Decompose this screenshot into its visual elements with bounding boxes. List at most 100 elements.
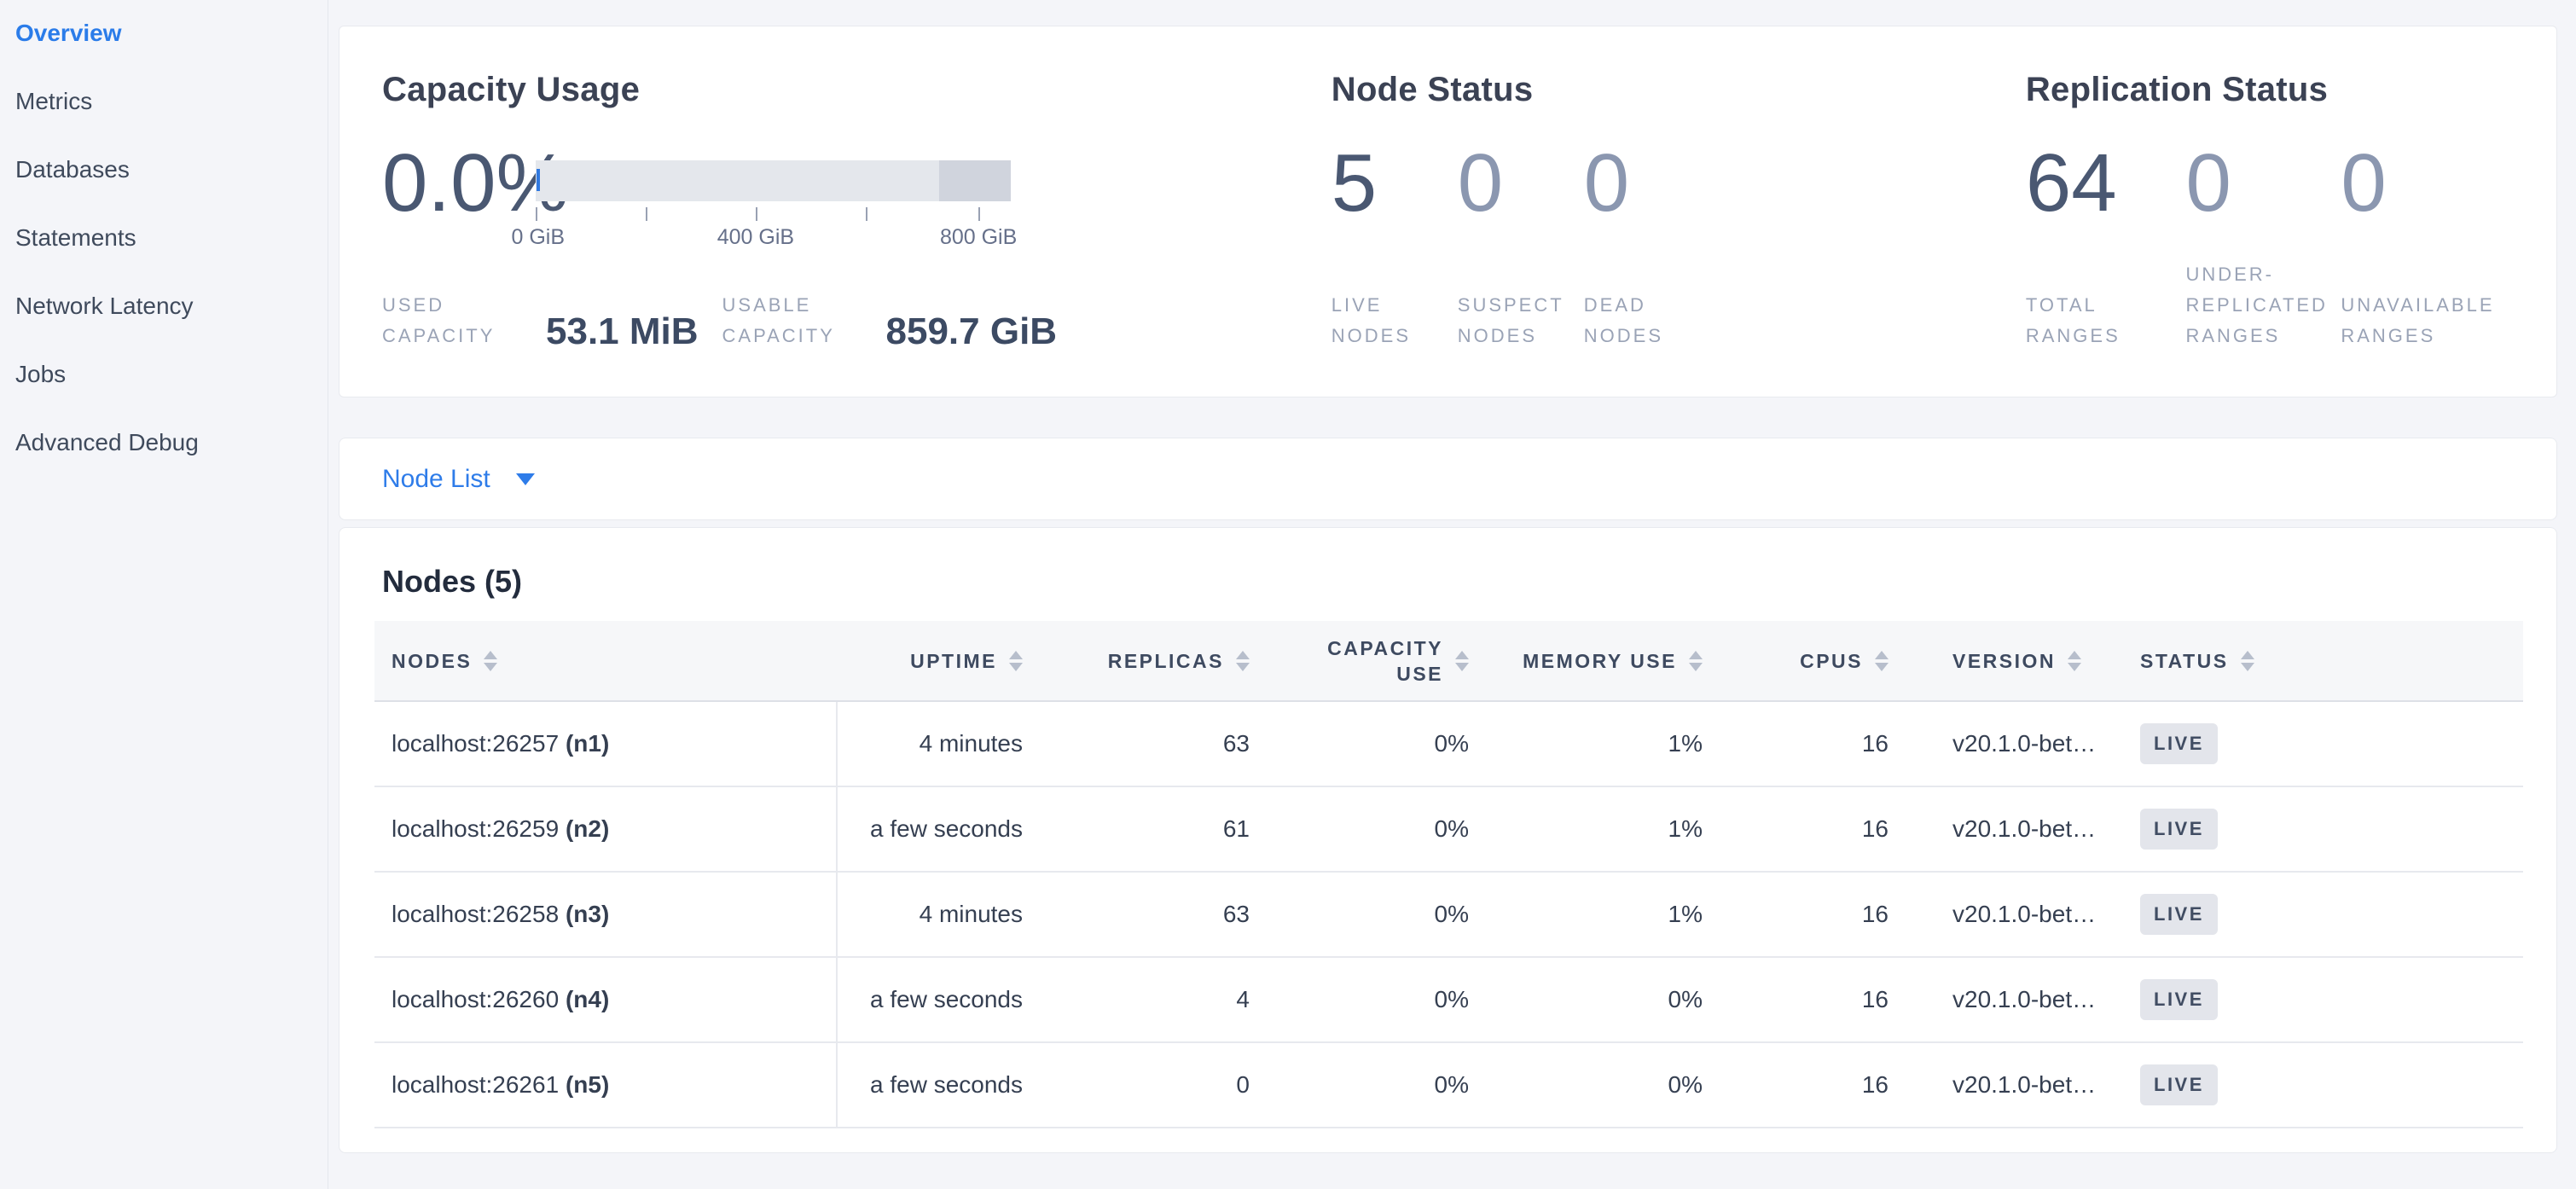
node-replicas: 4 bbox=[1040, 957, 1267, 1043]
node-version: v20.1.0-bet… bbox=[1906, 701, 2108, 787]
node-capacity-use: 0% bbox=[1267, 957, 1486, 1043]
replication-status-panel: Replication Status 64 TOTAL RANGES 0 UND… bbox=[2026, 69, 2514, 397]
sidebar: Overview Metrics Databases Statements Ne… bbox=[0, 0, 328, 1189]
live-nodes-stat: 5 LIVE NODES bbox=[1331, 137, 1458, 351]
node-address[interactable]: localhost:26257 bbox=[392, 730, 560, 757]
node-cpus: 16 bbox=[1720, 957, 1906, 1043]
node-address[interactable]: localhost:26260 bbox=[392, 986, 560, 1012]
node-memory-use: 0% bbox=[1486, 1042, 1720, 1128]
node-uptime: a few seconds bbox=[837, 786, 1040, 873]
axis-label-400gib: 400 GiB bbox=[717, 225, 795, 249]
usable-capacity-value: 859.7 GiB bbox=[885, 310, 1058, 352]
node-id: (n1) bbox=[565, 730, 610, 757]
node-id: (n5) bbox=[565, 1071, 610, 1098]
column-label-cpus: CPUS bbox=[1800, 649, 1863, 672]
node-replicas: 0 bbox=[1040, 1042, 1267, 1128]
column-label-nodes: NODES bbox=[392, 649, 473, 672]
node-list-dropdown[interactable]: Node List bbox=[339, 438, 2557, 520]
sidebar-item-advanced-debug[interactable]: Advanced Debug bbox=[15, 429, 199, 455]
capacity-bar-used-marker bbox=[537, 169, 540, 191]
status-badge: LIVE bbox=[2140, 1064, 2218, 1105]
total-ranges-value: 64 bbox=[2025, 137, 2117, 229]
node-list-dropdown-label[interactable]: Node List bbox=[382, 464, 490, 493]
node-uptime: 4 minutes bbox=[837, 872, 1040, 958]
node-replicas: 63 bbox=[1040, 701, 1267, 787]
unavailable-ranges-value: 0 bbox=[2341, 137, 2387, 229]
node-capacity-use: 0% bbox=[1267, 872, 1486, 958]
unavailable-ranges-stat: 0 UNAVAILABLE RANGES bbox=[2341, 137, 2514, 351]
node-row-n3[interactable]: localhost:26258 (n3) 4 minutes 63 0% 1% … bbox=[374, 872, 2523, 958]
sort-icon bbox=[1455, 650, 1469, 671]
table-header-row: NODES UPTIME REPLICAS CAPACITY USE MEMOR… bbox=[374, 621, 2523, 702]
capacity-usage-title: Capacity Usage bbox=[382, 71, 641, 108]
cluster-summary-card: Capacity Usage 0.0% bbox=[339, 26, 2557, 397]
live-nodes-value: 5 bbox=[1331, 137, 1378, 229]
status-badge: LIVE bbox=[2140, 979, 2218, 1020]
column-header-status[interactable]: STATUS bbox=[2108, 621, 2523, 702]
axis-label-800gib: 800 GiB bbox=[939, 225, 1018, 249]
column-header-replicas[interactable]: REPLICAS bbox=[1040, 621, 1267, 702]
status-badge: LIVE bbox=[2140, 894, 2218, 935]
sidebar-item-network-latency[interactable]: Network Latency bbox=[15, 293, 194, 319]
node-version: v20.1.0-bet… bbox=[1906, 786, 2108, 873]
sidebar-item-statements[interactable]: Statements bbox=[15, 224, 136, 251]
column-header-uptime[interactable]: UPTIME bbox=[837, 621, 1040, 702]
column-header-nodes[interactable]: NODES bbox=[374, 621, 837, 702]
column-label-version: VERSION bbox=[1952, 649, 2057, 672]
sidebar-item-overview[interactable]: Overview bbox=[15, 20, 122, 46]
unavailable-ranges-label: UNAVAILABLE RANGES bbox=[2341, 294, 2495, 346]
node-replicas: 63 bbox=[1040, 872, 1267, 958]
status-badge: LIVE bbox=[2140, 723, 2218, 764]
sort-icon bbox=[1236, 650, 1250, 671]
node-id: (n4) bbox=[565, 986, 610, 1012]
node-status-title: Node Status bbox=[1331, 71, 1534, 108]
under-replicated-ranges-label: UNDER-REPLICATED RANGES bbox=[2185, 264, 2328, 346]
node-address[interactable]: localhost:26259 bbox=[392, 815, 560, 842]
node-memory-use: 1% bbox=[1486, 872, 1720, 958]
column-header-cpus[interactable]: CPUS bbox=[1720, 621, 1906, 702]
node-cpus: 16 bbox=[1720, 872, 1906, 958]
total-ranges-stat: 64 TOTAL RANGES bbox=[2025, 137, 2186, 351]
sidebar-item-jobs[interactable]: Jobs bbox=[15, 361, 67, 387]
node-capacity-use: 0% bbox=[1267, 701, 1486, 787]
sidebar-item-databases[interactable]: Databases bbox=[15, 156, 130, 183]
column-header-version[interactable]: VERSION bbox=[1906, 621, 2108, 702]
node-address[interactable]: localhost:26261 bbox=[392, 1071, 560, 1098]
dead-nodes-label: DEAD NODES bbox=[1583, 294, 1664, 346]
node-cpus: 16 bbox=[1720, 701, 1906, 787]
column-header-capacity-use[interactable]: CAPACITY USE bbox=[1267, 621, 1486, 702]
node-id: (n3) bbox=[565, 901, 610, 927]
column-header-memory-use[interactable]: MEMORY USE bbox=[1486, 621, 1720, 702]
node-address[interactable]: localhost:26258 bbox=[392, 901, 560, 927]
chevron-down-icon[interactable] bbox=[515, 473, 535, 485]
node-uptime: a few seconds bbox=[837, 957, 1040, 1043]
node-row-n1[interactable]: localhost:26257 (n1) 4 minutes 63 0% 1% … bbox=[374, 701, 2523, 787]
nodes-table-title: Nodes (5) bbox=[382, 564, 523, 599]
sidebar-item-metrics[interactable]: Metrics bbox=[15, 88, 93, 114]
dead-nodes-value: 0 bbox=[1583, 137, 1630, 229]
node-row-n2[interactable]: localhost:26259 (n2) a few seconds 61 0%… bbox=[374, 786, 2523, 873]
column-label-capacity-use: CAPACITY USE bbox=[1327, 636, 1443, 685]
node-uptime: a few seconds bbox=[837, 1042, 1040, 1128]
usable-capacity-label: USABLE CAPACITY bbox=[722, 294, 835, 346]
node-replicas: 61 bbox=[1040, 786, 1267, 873]
sort-icon bbox=[1689, 650, 1703, 671]
sort-icon bbox=[1009, 650, 1023, 671]
axis-tick bbox=[645, 207, 647, 221]
replication-status-title: Replication Status bbox=[2025, 71, 2329, 108]
nodes-table-card: Nodes (5) NODES UPTIME REPLICAS bbox=[339, 527, 2557, 1153]
capacity-bar-reserved-segment bbox=[939, 160, 1011, 201]
node-row-n4[interactable]: localhost:26260 (n4) a few seconds 4 0% … bbox=[374, 957, 2523, 1043]
nodes-table: NODES UPTIME REPLICAS CAPACITY USE MEMOR… bbox=[374, 621, 2523, 1128]
node-row-n5[interactable]: localhost:26261 (n5) a few seconds 0 0% … bbox=[374, 1042, 2523, 1128]
node-uptime: 4 minutes bbox=[837, 701, 1040, 787]
node-capacity-use: 0% bbox=[1267, 786, 1486, 873]
node-capacity-use: 0% bbox=[1267, 1042, 1486, 1128]
node-memory-use: 0% bbox=[1486, 957, 1720, 1043]
axis-tick bbox=[866, 207, 868, 221]
column-label-uptime: UPTIME bbox=[910, 649, 997, 672]
column-label-status: STATUS bbox=[2140, 649, 2229, 672]
capacity-axis-ticks bbox=[536, 201, 1011, 223]
node-version: v20.1.0-bet… bbox=[1906, 1042, 2108, 1128]
axis-tick bbox=[978, 207, 981, 221]
